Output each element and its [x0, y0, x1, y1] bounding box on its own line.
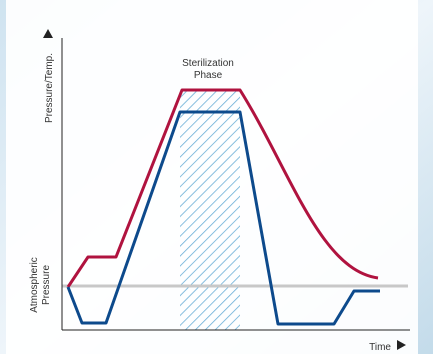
reference-label: Atmospheric	[29, 257, 40, 313]
x-arrow	[397, 340, 406, 350]
pressure-curve	[66, 110, 380, 326]
temperature-curve	[66, 88, 379, 288]
reference-label: Pressure	[41, 265, 52, 305]
x-axis-label: Time	[369, 342, 391, 353]
y-axis-label: Pressure/Temp.	[44, 53, 55, 123]
y-arrow	[43, 29, 53, 38]
phase-label: Sterilization	[182, 58, 234, 69]
phase-label: Phase	[194, 70, 223, 81]
sterilization-zone	[180, 90, 240, 330]
